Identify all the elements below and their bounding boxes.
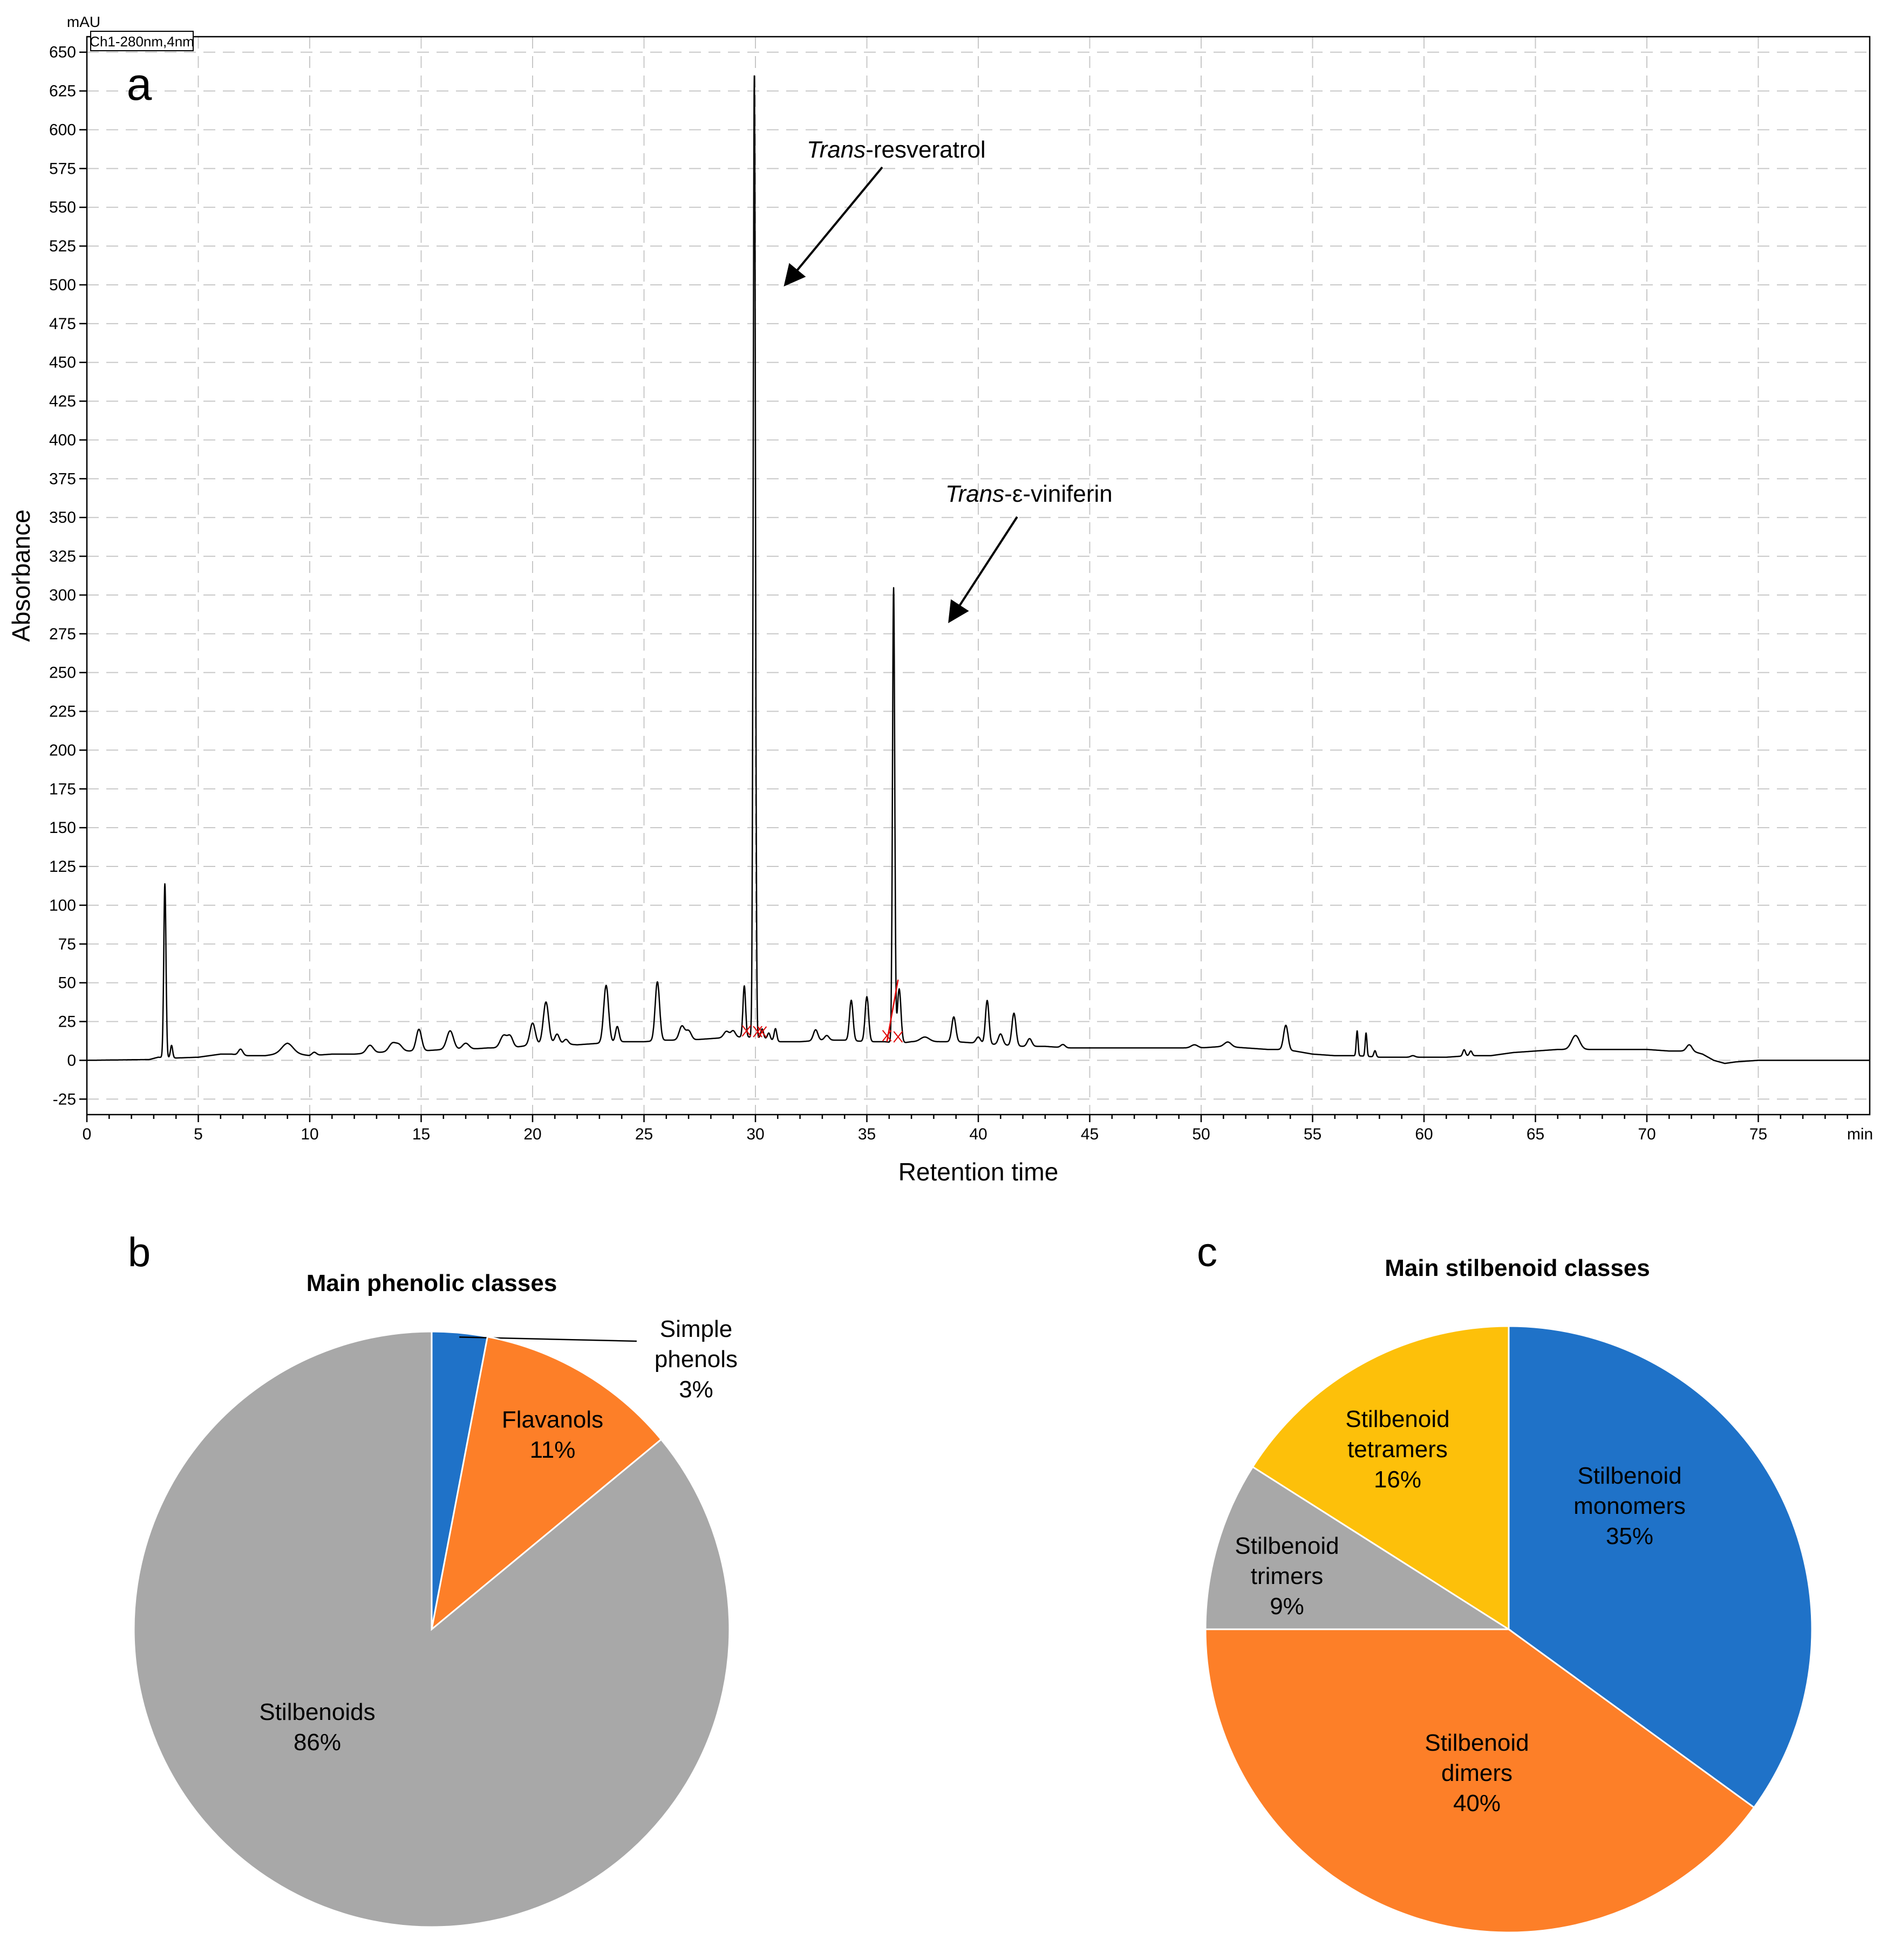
x-unit-label: min [1847, 1125, 1873, 1143]
x-tick-label: 50 [1192, 1125, 1210, 1143]
x-tick-label: 15 [412, 1125, 430, 1143]
pie-slice-stilbenoid-dimers [1204, 1628, 1755, 1934]
peak-annotation-label: Trans-resveratrol [807, 136, 986, 163]
integration-marker [753, 1026, 762, 1037]
y-tick-label: 525 [49, 237, 76, 255]
y-tick-label: 25 [58, 1013, 76, 1031]
y-tick-label: 475 [49, 315, 76, 333]
pie-slice-label: phenols [655, 1346, 738, 1372]
y-tick-label: 250 [49, 664, 76, 682]
y-tick-label: 125 [49, 858, 76, 876]
y-tick-label: 150 [49, 819, 76, 837]
y-tick-label: 275 [49, 625, 76, 643]
y-tick-label: 375 [49, 470, 76, 488]
stilbenoid-classes-pie-panel: Stilbenoid monomers 35% Stilbenoid dimers 40%… [1197, 1230, 1813, 1934]
panel-letter-a: a [127, 59, 152, 110]
pie-slice-stilbenoids [133, 1330, 731, 1928]
pie-slice-stilbenoid-monomers [1508, 1325, 1813, 1809]
x-tick-label: 5 [194, 1125, 203, 1143]
x-tick-label: 65 [1527, 1125, 1544, 1143]
x-tick-label: 40 [969, 1125, 987, 1143]
pie-slice-label: 11% [530, 1437, 576, 1463]
peak-annotation-label: Trans-ε-viniferin [945, 481, 1113, 507]
pie-slice-label: 9% [1270, 1593, 1304, 1620]
panel-letter-c: c [1197, 1230, 1217, 1275]
y-tick-label: 575 [49, 160, 76, 177]
pie-slice-label: dimers [1441, 1760, 1513, 1786]
y-tick-label: -25 [53, 1090, 76, 1108]
y-tick-label: 50 [58, 974, 76, 992]
x-tick-label: 0 [83, 1125, 92, 1143]
y-tick-label: 100 [49, 897, 76, 914]
x-tick-label: 20 [523, 1125, 541, 1143]
y-tick-label: 450 [49, 354, 76, 372]
y-tick-label: 650 [49, 44, 76, 62]
y-tick-label: 350 [49, 509, 76, 527]
pie-slice-label: 35% [1606, 1523, 1653, 1549]
pie-slice-label: trimers [1251, 1563, 1323, 1589]
integration-marker [882, 1030, 892, 1042]
x-tick-label: 70 [1638, 1125, 1655, 1143]
pie-slice-label: 40% [1453, 1790, 1501, 1816]
pie-slice-flavanols [430, 1336, 663, 1631]
pie-slice-stilbenoid-tetramers [1251, 1325, 1510, 1631]
y-tick-label: 625 [49, 83, 76, 100]
annotation-italic: Trans [807, 136, 866, 163]
x-tick-label: 10 [301, 1125, 318, 1143]
pie-slice-stilbenoid-trimers [1204, 1465, 1512, 1630]
y-tick-label: 75 [58, 935, 76, 953]
annotation-rest: -resveratrol [866, 136, 986, 163]
y-tick-label: 325 [49, 548, 76, 565]
pie-slice-label: monomers [1573, 1493, 1686, 1519]
y-tick-label: 400 [49, 431, 76, 449]
y-tick-label: 0 [67, 1051, 76, 1069]
y-tick-label: 225 [49, 703, 76, 721]
channel-label: Ch1-280nm,4nm [90, 33, 194, 50]
x-tick-label: 35 [858, 1125, 876, 1143]
pie-slice-label: Stilbenoid [1577, 1463, 1681, 1489]
x-tick-label: 75 [1749, 1125, 1767, 1143]
x-tick-label: 25 [635, 1125, 653, 1143]
unit-label: mAU [67, 13, 100, 30]
annotation-arrow [948, 516, 1018, 624]
y-tick-label: 500 [49, 276, 76, 294]
x-tick-label: 60 [1415, 1125, 1433, 1143]
pie-slice-label: 86% [294, 1729, 341, 1756]
y-tick-label: 200 [49, 741, 76, 759]
y-axis-title: Absorbance [7, 509, 35, 642]
x-tick-label: 55 [1304, 1125, 1321, 1143]
pie-slice-label: 3% [679, 1376, 713, 1403]
integration-marker [741, 1025, 752, 1037]
pie-slice-label: Simple [660, 1316, 733, 1342]
phenolic-classes-pie-panel: Simple phenols 3% Flavanols 11% Stilbenoids 86… [128, 1230, 738, 1928]
pie-title: Main phenolic classes [306, 1270, 557, 1296]
y-tick-label: 175 [49, 780, 76, 798]
pie-slice-label: Stilbenoid [1235, 1533, 1339, 1559]
x-tick-label: 45 [1081, 1125, 1099, 1143]
annotation-italic: Trans [945, 481, 1004, 507]
y-tick-label: 300 [49, 586, 76, 604]
pie-title: Main stilbenoid classes [1385, 1255, 1650, 1281]
integration-marker [757, 1026, 767, 1038]
pie-slice-label: Stilbenoid [1345, 1406, 1449, 1432]
chromatogram-trace [86, 75, 1870, 1064]
annotation-rest: -ε-viniferin [1004, 481, 1113, 507]
annotation-arrow [784, 166, 883, 287]
y-tick-label: 425 [49, 393, 76, 411]
pie-slice-label: 16% [1374, 1466, 1421, 1493]
integration-drop-line [886, 979, 899, 1042]
pie-slice-label: Flavanols [502, 1406, 603, 1433]
panel-letter-b: b [128, 1230, 151, 1275]
x-tick-label: 30 [746, 1125, 764, 1143]
x-axis-title: Retention time [898, 1158, 1059, 1186]
pie-slice-label: Stilbenoid [1425, 1730, 1529, 1756]
pie-slice-label: tetramers [1347, 1436, 1448, 1463]
channel-box [90, 31, 194, 51]
pie-slice-label: Stilbenoids [259, 1699, 375, 1725]
integration-marker [893, 1031, 903, 1043]
chromatogram-panel: -250255075100125150175200225250275300325… [7, 13, 1873, 1186]
y-tick-label: 550 [49, 199, 76, 216]
y-tick-label: 600 [49, 121, 76, 139]
